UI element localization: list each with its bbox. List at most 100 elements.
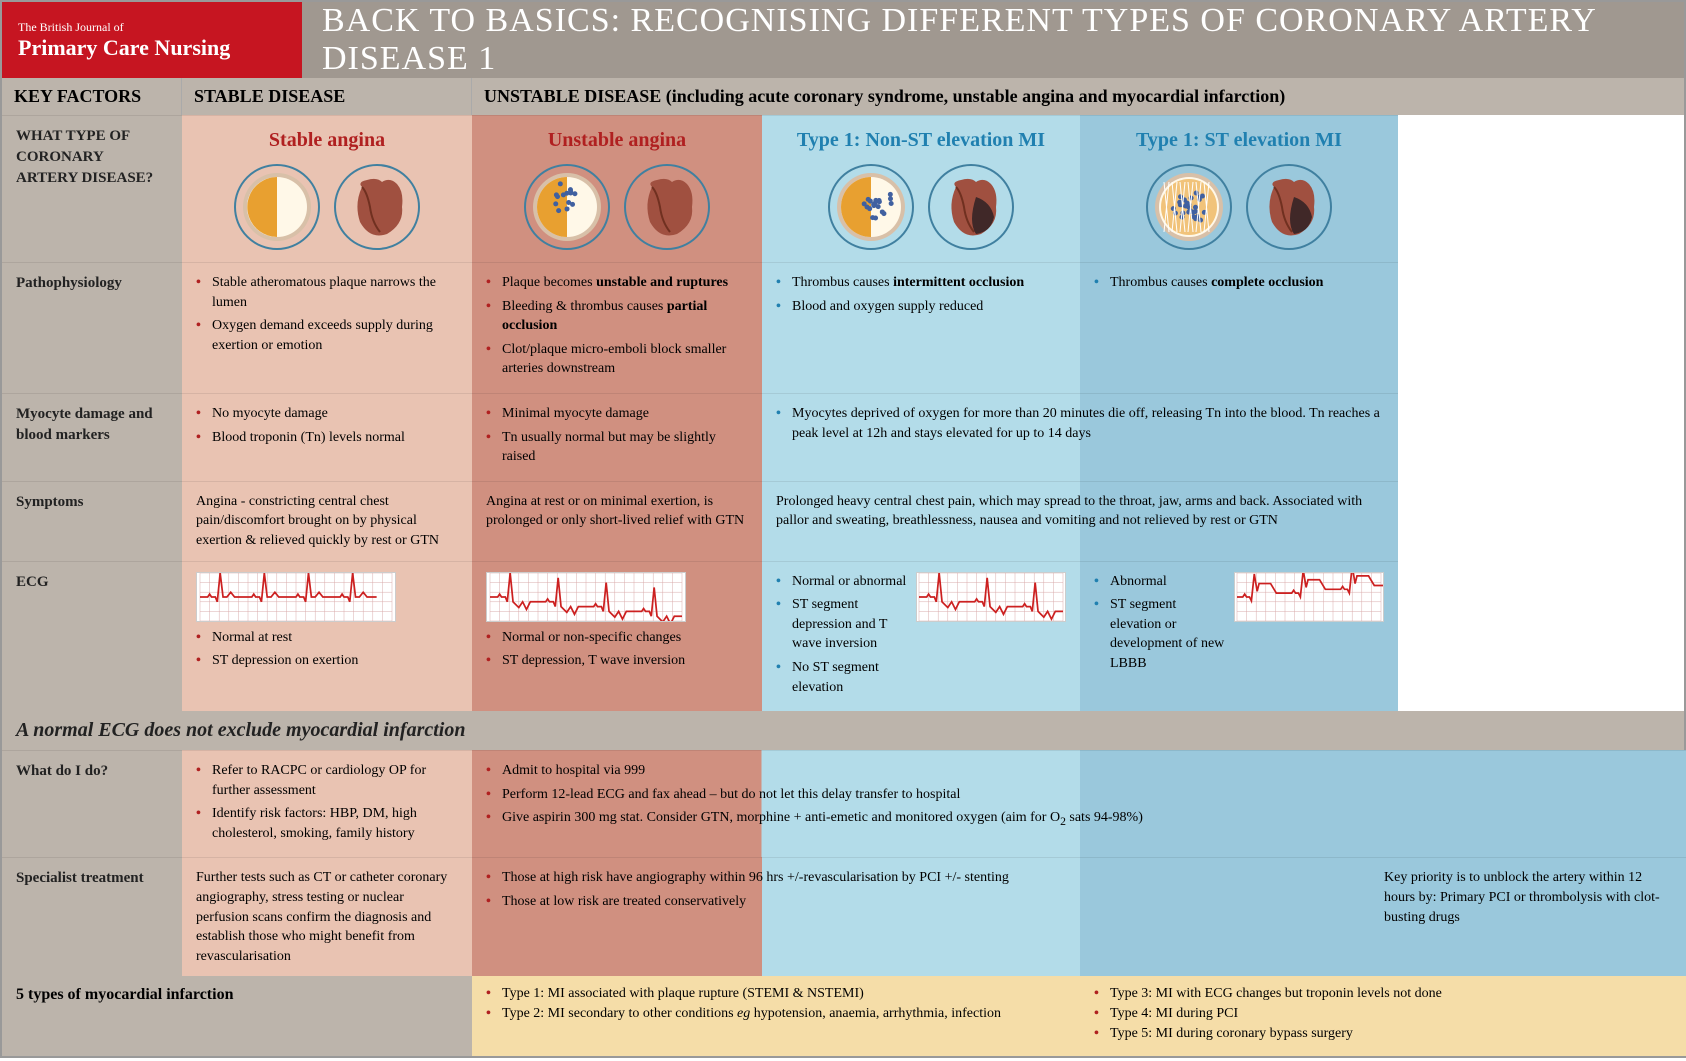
cell-specialist-stable: Further tests such as CT or catheter cor… (182, 857, 472, 976)
list-item: Type 1: MI associated with plaque ruptur… (486, 986, 1066, 1002)
cell-myocyte-merged: Myocytes deprived of oxygen for more tha… (762, 393, 1398, 481)
logo-title: Primary Care Nursing (18, 35, 286, 61)
list-item: Type 2: MI secondary to other conditions… (486, 1006, 1066, 1022)
list-item: Normal or abnormal (776, 572, 908, 592)
list-item: ST segment depression and T wave inversi… (776, 595, 908, 654)
list-item: Minimal myocyte damage (486, 404, 748, 424)
list-item: Tn usually normal but may be slightly ra… (486, 428, 748, 467)
row-types: WHAT TYPE OF CORONARY ARTERY DISEASE? St… (2, 115, 1684, 262)
infographic-container: The British Journal of Primary Care Nurs… (0, 0, 1686, 1058)
ecg-trace-stable (196, 572, 458, 622)
cell-specialist-mid: Those at high risk have angiography with… (472, 857, 1370, 976)
journal-logo: The British Journal of Primary Care Nurs… (2, 2, 302, 78)
list-item: Give aspirin 300 mg stat. Consider GTN, … (486, 808, 1674, 830)
artery-icon (826, 162, 916, 252)
label-patho: Pathophysiology (2, 262, 182, 393)
title-stable: Stable angina (196, 126, 458, 154)
cell-stable-type: Stable angina (182, 115, 472, 262)
row-symptoms: Symptoms Angina - constricting central c… (2, 481, 1684, 561)
list-item: Type 4: MI during PCI (1094, 1006, 1674, 1022)
cell-mi-left: Type 1: MI associated with plaque ruptur… (472, 976, 1080, 1056)
ecg-trace-icon (486, 572, 686, 622)
artery-icon (522, 162, 612, 252)
col-stable: STABLE DISEASE (182, 78, 472, 115)
heart-icon (1244, 162, 1334, 252)
title-unstable: Unstable angina (486, 126, 748, 154)
artery-icon (232, 162, 322, 252)
label-myocyte: Myocyte damage and blood markers (2, 393, 182, 481)
logo-subtitle: The British Journal of (18, 20, 286, 35)
list-item: Plaque becomes unstable and ruptures (486, 273, 748, 293)
cell-symptoms-unstable: Angina at rest or on minimal exertion, i… (472, 481, 762, 561)
cell-whatdo-stable: Refer to RACPC or cardiology OP for furt… (182, 750, 472, 857)
label-specialist: Specialist treatment (2, 857, 182, 976)
row-mi-types: 5 types of myocardial infarction Type 1:… (2, 976, 1684, 1056)
list-item: Identify risk factors: HBP, DM, high cho… (196, 804, 458, 843)
list-item: Type 5: MI during coronary bypass surger… (1094, 1026, 1674, 1042)
list-item: Abnormal (1094, 572, 1226, 592)
cell-ecg-stemi: AbnormalST segment elevation or developm… (1080, 561, 1398, 712)
list-item: Thrombus causes complete occlusion (1094, 273, 1384, 293)
cell-stemi-type: Type 1: ST elevation MI (1080, 115, 1398, 262)
ecg-trace-nstemi (916, 572, 1066, 696)
row-patho: Pathophysiology Stable atheromatous plaq… (2, 262, 1684, 393)
heart-icon (622, 162, 712, 252)
list-item: Those at high risk have angiography with… (486, 868, 1356, 888)
list-item: Blood and oxygen supply reduced (776, 297, 1066, 317)
list-item: Refer to RACPC or cardiology OP for furt… (196, 761, 458, 800)
heart-icon (926, 162, 1016, 252)
cell-mi-right: Type 3: MI with ECG changes but troponin… (1080, 976, 1686, 1056)
col-unstable: UNSTABLE DISEASE (including acute corona… (472, 78, 1686, 115)
cell-patho-stable: Stable atheromatous plaque narrows the l… (182, 262, 472, 393)
list-item: Myocytes deprived of oxygen for more tha… (776, 404, 1384, 443)
column-headers: KEY FACTORS STABLE DISEASE UNSTABLE DISE… (2, 78, 1684, 115)
cell-nstemi-type: Type 1: Non-ST elevation MI (762, 115, 1080, 262)
page-title: BACK TO BASICS: RECOGNISING DIFFERENT TY… (302, 2, 1684, 78)
cell-myocyte-stable: No myocyte damage Blood troponin (Tn) lev… (182, 393, 472, 481)
list-item: Stable atheromatous plaque narrows the l… (196, 273, 458, 312)
icons-stable (196, 162, 458, 252)
cell-specialist-stemi: Key priority is to unblock the artery wi… (1370, 857, 1686, 976)
list-item: No myocyte damage (196, 404, 458, 424)
label-whatdo: What do I do? (2, 750, 182, 857)
ecg-trace-stemi (1234, 572, 1384, 672)
cell-ecg-unstable: Normal or non-specific changes ST depress… (472, 561, 762, 712)
cell-myocyte-unstable: Minimal myocyte damage Tn usually normal … (472, 393, 762, 481)
list-item: ST depression, T wave inversion (486, 651, 748, 671)
row-specialist: Specialist treatment Further tests such … (2, 857, 1684, 976)
cell-symptoms-merged: Prolonged heavy central chest pain, whic… (762, 481, 1398, 561)
list-item: Clot/plaque micro-emboli block smaller a… (486, 340, 748, 379)
ecg-trace-unstable (486, 572, 748, 622)
cell-patho-unstable: Plaque becomes unstable and ruptures Blee… (472, 262, 762, 393)
row-myocyte: Myocyte damage and blood markers No myoc… (2, 393, 1684, 481)
cell-whatdo-merged: Admit to hospital via 999 Perform 12-lead… (472, 750, 1686, 857)
list-item: Blood troponin (Tn) levels normal (196, 428, 458, 448)
label-symptoms: Symptoms (2, 481, 182, 561)
artery-icon (1144, 162, 1234, 252)
title-stemi: Type 1: ST elevation MI (1094, 126, 1384, 154)
label-types: WHAT TYPE OF CORONARY ARTERY DISEASE? (2, 115, 182, 262)
ecg-banner: A normal ECG does not exclude myocardial… (2, 711, 1684, 750)
list-item: Those at low risk are treated conservati… (486, 892, 1356, 912)
ecg-trace-icon (916, 572, 1066, 622)
list-item: Perform 12-lead ECG and fax ahead – but … (486, 785, 1674, 805)
list-item: No ST segment elevation (776, 658, 908, 697)
cell-patho-stemi: Thrombus causes complete occlusion (1080, 262, 1398, 393)
list-item: Admit to hospital via 999 (486, 761, 1674, 781)
cell-patho-nstemi: Thrombus causes intermittent occlusionBl… (762, 262, 1080, 393)
list-item: Bleeding & thrombus causes partial occlu… (486, 297, 748, 336)
col-key: KEY FACTORS (2, 78, 182, 115)
list-item: Normal at rest (196, 628, 458, 648)
list-item: ST depression on exertion (196, 651, 458, 671)
list-item: Normal or non-specific changes (486, 628, 748, 648)
cell-unstable-type: Unstable angina (472, 115, 762, 262)
cell-symptoms-stable: Angina - constricting central chest pain… (182, 481, 472, 561)
row-ecg: ECG Normal at restST depression on exert… (2, 561, 1684, 712)
cell-ecg-stable: Normal at rest ST depression on exertion (182, 561, 472, 712)
list-item: Oxygen demand exceeds supply during exer… (196, 316, 458, 355)
icons-unstable (486, 162, 748, 252)
list-item: Type 3: MI with ECG changes but troponin… (1094, 986, 1674, 1002)
heart-icon (332, 162, 422, 252)
icons-stemi (1094, 162, 1384, 252)
title-nstemi: Type 1: Non-ST elevation MI (776, 126, 1066, 154)
